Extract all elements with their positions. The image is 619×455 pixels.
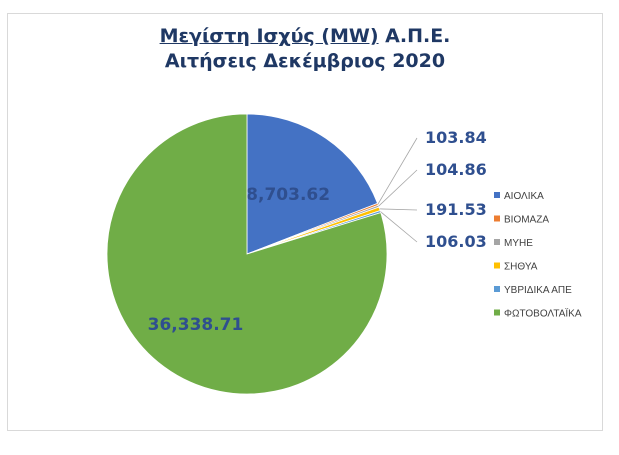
pie-slice-1 bbox=[246, 113, 379, 255]
data-label-2: 103.84 bbox=[425, 128, 487, 147]
legend-label-5: ΥΒΡΙΔΙΚΑ ΑΠΕ bbox=[504, 285, 572, 296]
data-label-5: 106.03 bbox=[425, 232, 487, 251]
legend-label-6: ΦΩΤΟΒΟΛΤΑΪΚΑ bbox=[504, 308, 582, 320]
chart-title-main: Μεγίστη Ισχύς (MW) bbox=[159, 25, 379, 47]
leader-line-4 bbox=[379, 208, 418, 211]
data-label-3: 104.86 bbox=[425, 160, 487, 179]
leader-line-3 bbox=[378, 169, 418, 207]
data-label-4: 191.53 bbox=[425, 200, 487, 219]
chart-subtitle: Αιτήσεις Δεκέμβριος 2020 bbox=[164, 50, 446, 72]
data-label-1: 8,703.62 bbox=[246, 185, 330, 205]
leader-line-2 bbox=[377, 137, 418, 205]
legend-swatch-5 bbox=[494, 286, 500, 292]
chart-title-suffix: Α.Π.Ε. bbox=[378, 25, 451, 47]
legend-swatch-4 bbox=[494, 262, 500, 269]
legend-label-1: ΑΙΟΛΙΚΑ bbox=[504, 191, 544, 202]
legend-label-2: ΒΙΟΜΑΖΑ bbox=[504, 215, 549, 226]
legend-swatch-1 bbox=[494, 192, 500, 198]
legend-swatch-6 bbox=[494, 309, 500, 316]
data-label-6: 36,338.71 bbox=[148, 315, 244, 335]
legend-label-4: ΣΗΘΥΑ bbox=[504, 262, 538, 273]
pie-slice-6 bbox=[106, 113, 388, 395]
chart-title: Μεγίστη Ισχύς (MW) Α.Π.Ε. Αιτήσεις Δεκέμ… bbox=[8, 24, 602, 74]
leader-line-5 bbox=[380, 211, 418, 243]
legend-label-3: ΜΥΗΕ bbox=[504, 238, 533, 249]
legend-swatch-2 bbox=[494, 215, 500, 222]
legend-swatch-3 bbox=[494, 239, 500, 245]
